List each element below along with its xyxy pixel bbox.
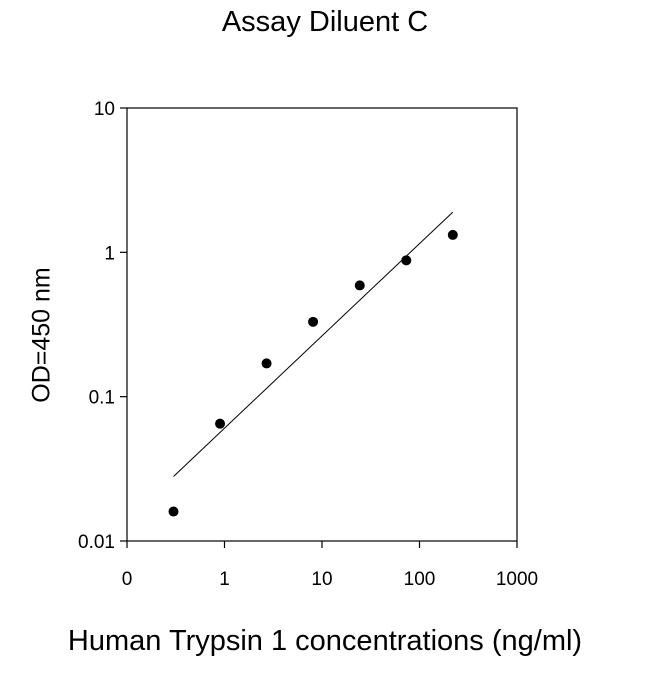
fit-line bbox=[173, 211, 454, 477]
y-tick-label: 0.01 bbox=[78, 532, 115, 553]
y-tick-label: 1 bbox=[104, 243, 115, 264]
x-tick-label: 10 bbox=[311, 569, 332, 590]
y-tick-label: 0.1 bbox=[89, 388, 115, 409]
data-point bbox=[401, 255, 412, 266]
data-point bbox=[261, 358, 272, 369]
data-point bbox=[308, 316, 319, 327]
y-tick-label: 10 bbox=[94, 99, 115, 120]
chart-title: Assay Diluent C bbox=[221, 6, 429, 38]
x-tick-label: 1000 bbox=[496, 569, 538, 590]
data-point bbox=[354, 280, 365, 291]
data-point bbox=[447, 229, 458, 240]
data-point bbox=[168, 506, 179, 517]
x-tick-label: 100 bbox=[404, 569, 436, 590]
x-axis-label: Human Trypsin 1 concentrations (ng/ml) bbox=[67, 625, 583, 657]
fit-line-group bbox=[173, 211, 454, 477]
data-point bbox=[215, 418, 226, 429]
data-points bbox=[168, 229, 458, 517]
x-tick-label: 1 bbox=[219, 569, 230, 590]
plot-frame bbox=[126, 107, 518, 542]
y-axis-label: OD=450 nm bbox=[27, 267, 56, 403]
x-tick-label: 0 bbox=[122, 569, 133, 590]
